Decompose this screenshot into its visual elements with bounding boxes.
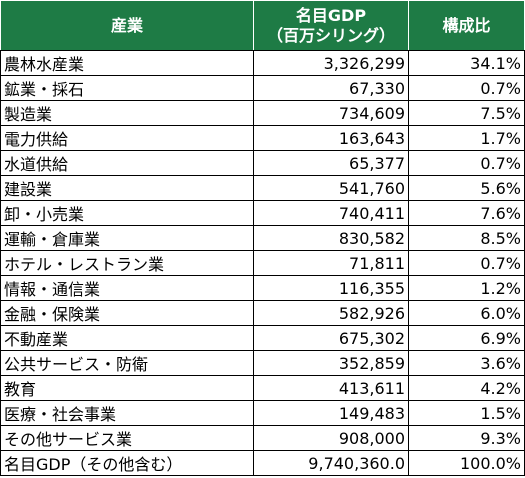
table-row: 不動産業 675,302 6.9% xyxy=(0,325,525,351)
share-cell: 1.7% xyxy=(408,125,525,151)
industry-cell: 農林水産業 xyxy=(0,50,254,76)
share-cell: 7.6% xyxy=(408,200,525,226)
table-row: 電力供給 163,643 1.7% xyxy=(0,125,525,151)
industry-cell: その他サービス業 xyxy=(0,425,254,451)
header-row: 産業 名目GDP （百万シリング） 構成比 xyxy=(0,0,525,51)
table-row: 医療・社会事業 149,483 1.5% xyxy=(0,400,525,426)
share-cell: 0.7% xyxy=(408,150,525,176)
table-row: 卸・小売業 740,411 7.6% xyxy=(0,200,525,226)
table-row: 鉱業・採石 67,330 0.7% xyxy=(0,75,525,101)
table-header: 産業 名目GDP （百万シリング） 構成比 xyxy=(0,0,525,51)
header-nominal-gdp-unit: （百万シリング） xyxy=(266,25,395,45)
gdp-cell: 352,859 xyxy=(253,350,409,376)
table-footer: 名目GDP（その他含む） 9,740,360.0 100.0% xyxy=(0,450,525,476)
gdp-cell: 675,302 xyxy=(253,325,409,351)
share-cell: 1.5% xyxy=(408,400,525,426)
gdp-cell: 582,926 xyxy=(253,300,409,326)
industry-cell: 不動産業 xyxy=(0,325,254,351)
table-body: 農林水産業 3,326,299 34.1% 鉱業・採石 67,330 0.7% 製造業 734… xyxy=(0,50,525,451)
table-row: 建設業 541,760 5.6% xyxy=(0,175,525,201)
table-row: 製造業 734,609 7.5% xyxy=(0,100,525,126)
share-cell: 34.1% xyxy=(408,50,525,76)
industry-cell: 電力供給 xyxy=(0,125,254,151)
gdp-cell: 908,000 xyxy=(253,425,409,451)
gdp-cell: 116,355 xyxy=(253,275,409,301)
table-row: 運輸・倉庫業 830,582 8.5% xyxy=(0,225,525,251)
share-cell: 6.0% xyxy=(408,300,525,326)
industry-cell: 教育 xyxy=(0,375,254,401)
gdp-cell: 413,611 xyxy=(253,375,409,401)
table-row: 教育 413,611 4.2% xyxy=(0,375,525,401)
table-row: 水道供給 65,377 0.7% xyxy=(0,150,525,176)
total-industry: 名目GDP（その他含む） xyxy=(0,450,254,476)
table-row: その他サービス業 908,000 9.3% xyxy=(0,425,525,451)
industry-cell: 鉱業・採石 xyxy=(0,75,254,101)
share-cell: 0.7% xyxy=(408,75,525,101)
share-cell: 4.2% xyxy=(408,375,525,401)
gdp-cell: 65,377 xyxy=(253,150,409,176)
share-cell: 6.9% xyxy=(408,325,525,351)
industry-cell: 金融・保険業 xyxy=(0,300,254,326)
gdp-cell: 3,326,299 xyxy=(253,50,409,76)
industry-cell: ホテル・レストラン業 xyxy=(0,250,254,276)
header-nominal-gdp: 名目GDP （百万シリング） xyxy=(253,0,409,51)
gdp-cell: 71,811 xyxy=(253,250,409,276)
table-row: ホテル・レストラン業 71,811 0.7% xyxy=(0,250,525,276)
share-cell: 8.5% xyxy=(408,225,525,251)
share-cell: 3.6% xyxy=(408,350,525,376)
table-row: 金融・保険業 582,926 6.0% xyxy=(0,300,525,326)
industry-cell: 医療・社会事業 xyxy=(0,400,254,426)
header-industry: 産業 xyxy=(0,0,254,51)
industry-cell: 製造業 xyxy=(0,100,254,126)
gdp-cell: 541,760 xyxy=(253,175,409,201)
gdp-cell: 149,483 xyxy=(253,400,409,426)
industry-cell: 建設業 xyxy=(0,175,254,201)
table-row: 農林水産業 3,326,299 34.1% xyxy=(0,50,525,76)
gdp-cell: 734,609 xyxy=(253,100,409,126)
header-share: 構成比 xyxy=(408,0,525,51)
total-row: 名目GDP（その他含む） 9,740,360.0 100.0% xyxy=(0,450,525,476)
table-row: 公共サービス・防衛 352,859 3.6% xyxy=(0,350,525,376)
gdp-cell: 67,330 xyxy=(253,75,409,101)
share-cell: 5.6% xyxy=(408,175,525,201)
industry-cell: 卸・小売業 xyxy=(0,200,254,226)
share-cell: 9.3% xyxy=(408,425,525,451)
industry-cell: 運輸・倉庫業 xyxy=(0,225,254,251)
total-share: 100.0% xyxy=(408,450,525,476)
header-nominal-gdp-label: 名目GDP xyxy=(295,5,367,25)
table-row: 情報・通信業 116,355 1.2% xyxy=(0,275,525,301)
gdp-cell: 830,582 xyxy=(253,225,409,251)
gdp-cell: 163,643 xyxy=(253,125,409,151)
total-gdp: 9,740,360.0 xyxy=(253,450,409,476)
gdp-cell: 740,411 xyxy=(253,200,409,226)
industry-cell: 公共サービス・防衛 xyxy=(0,350,254,376)
share-cell: 1.2% xyxy=(408,275,525,301)
industry-cell: 情報・通信業 xyxy=(0,275,254,301)
industry-cell: 水道供給 xyxy=(0,150,254,176)
share-cell: 7.5% xyxy=(408,100,525,126)
share-cell: 0.7% xyxy=(408,250,525,276)
